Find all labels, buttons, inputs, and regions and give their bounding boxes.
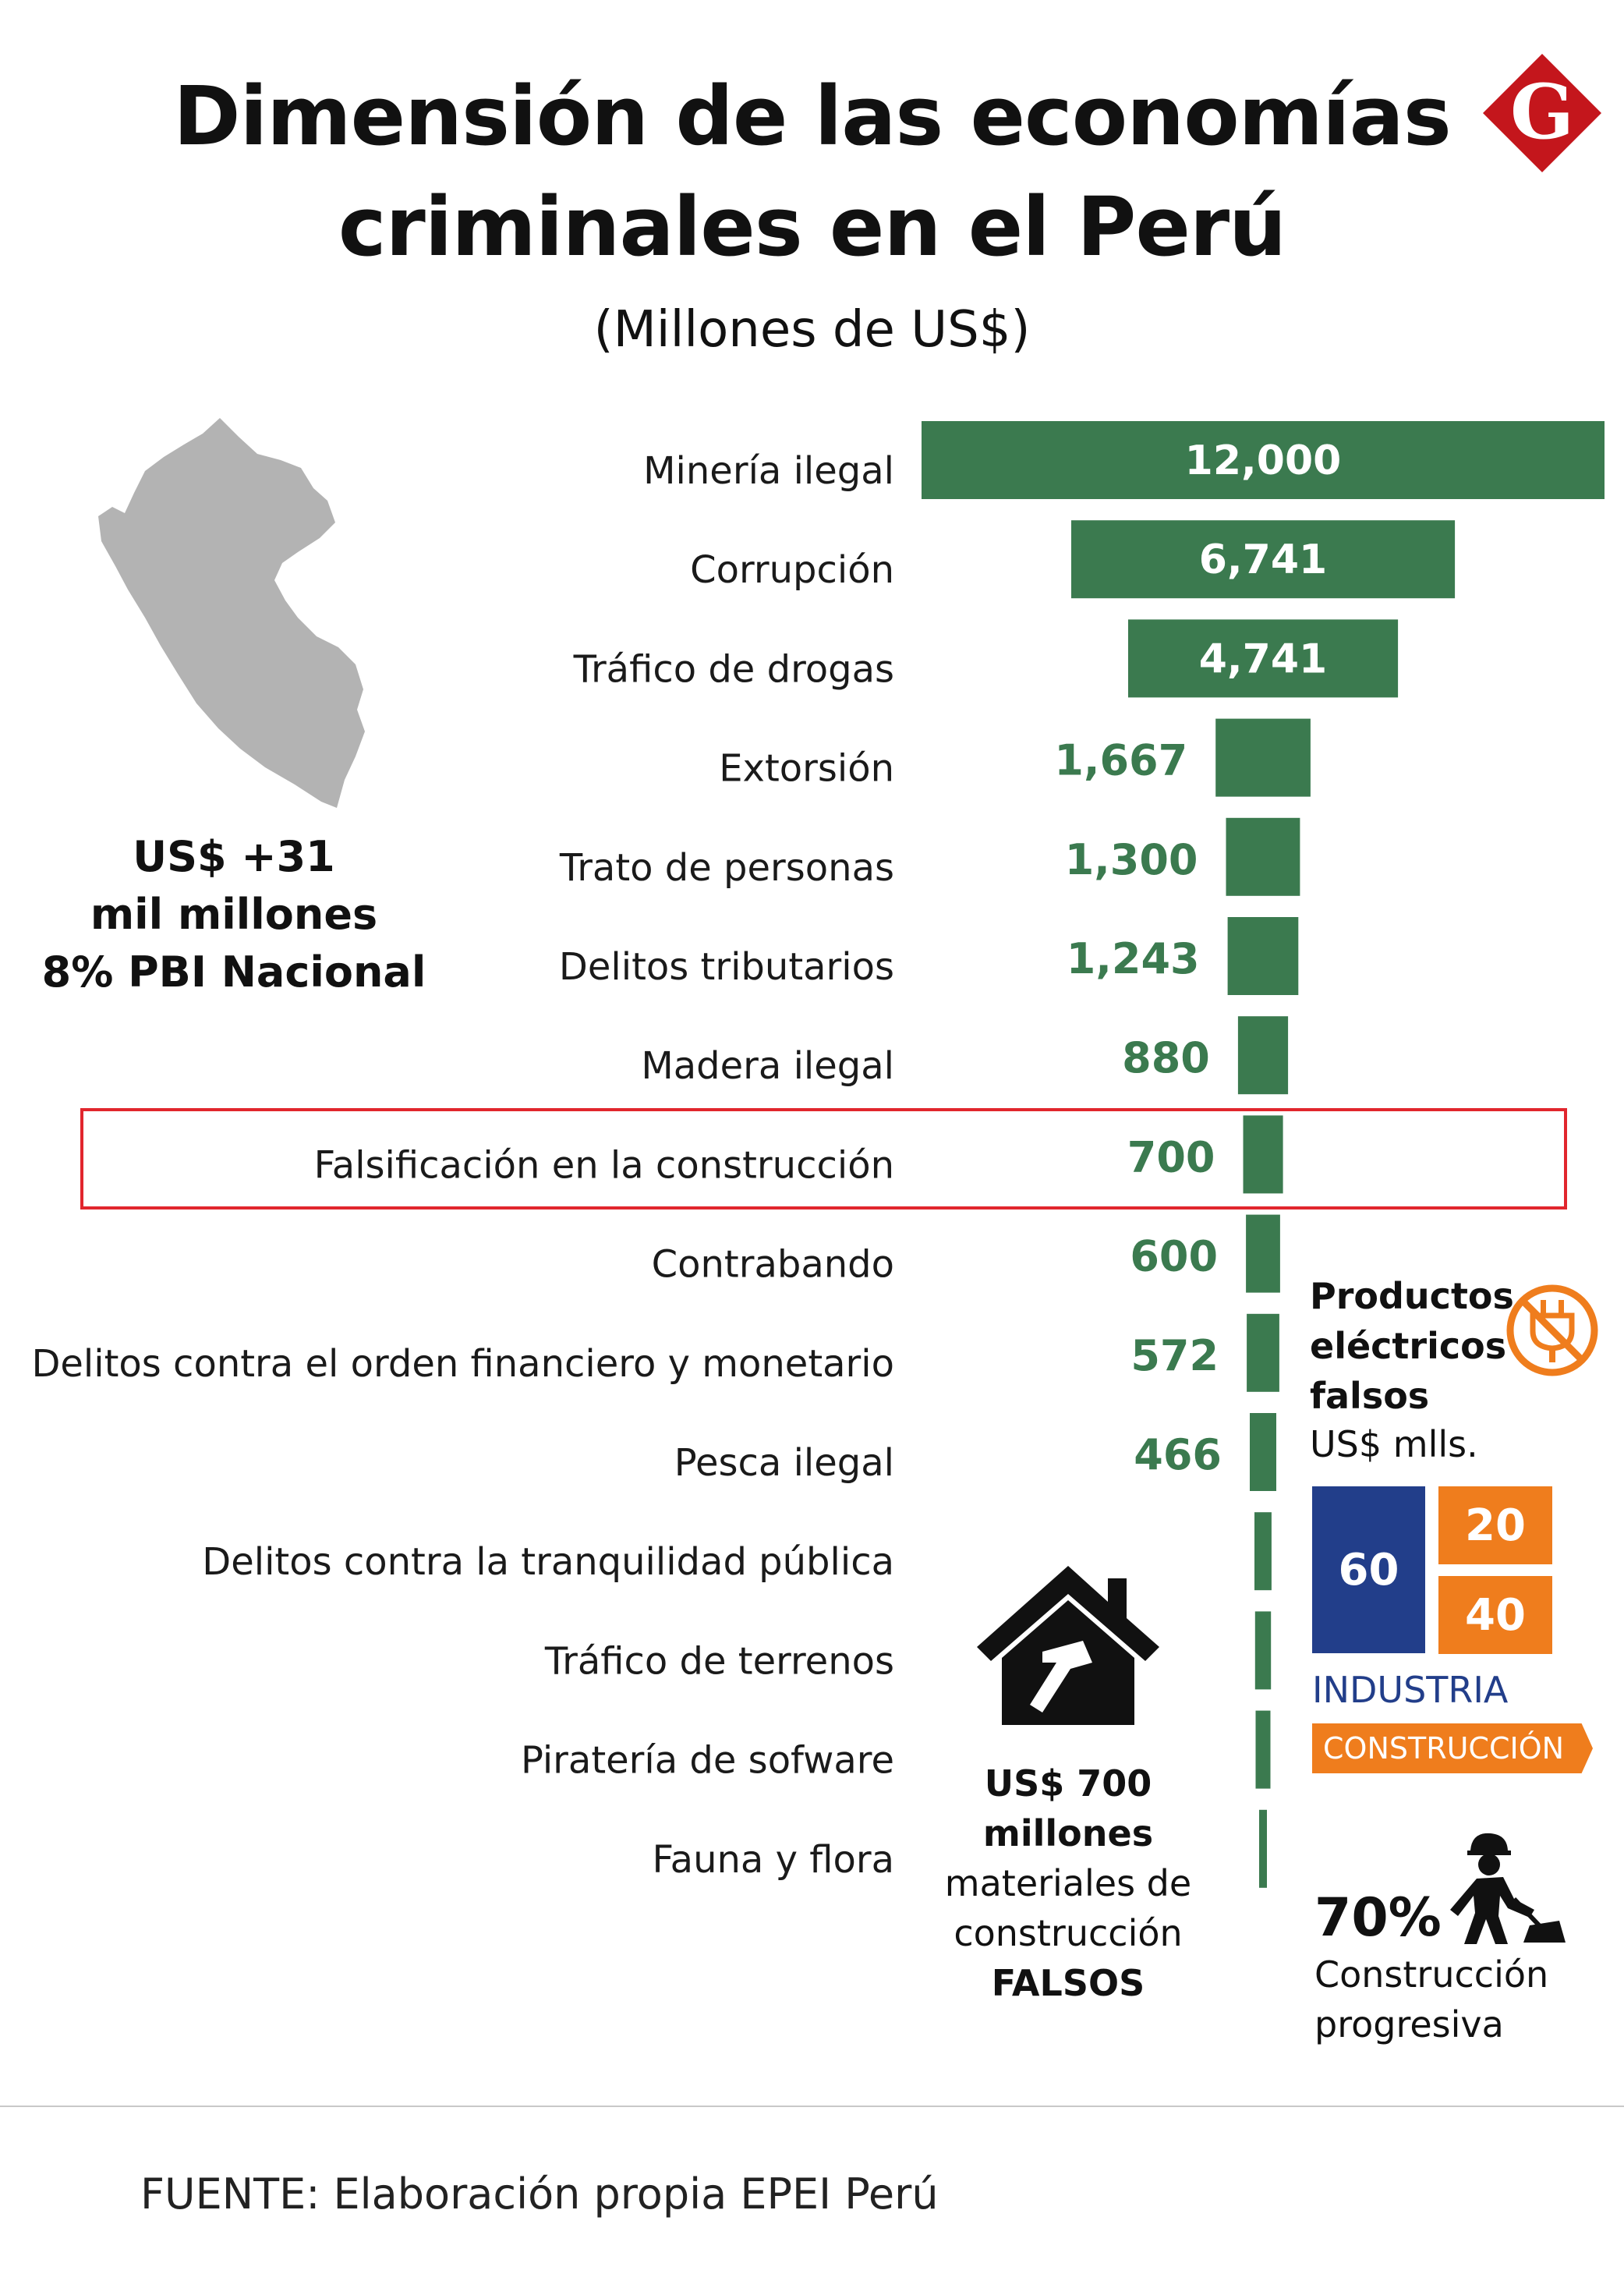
category-label: Piratería de sofware [521,1739,894,1783]
title-line-1: Dimensión de las economías [173,69,1452,164]
total-line-3: 8% PBI Nacional [41,947,426,997]
construccion-value-box-2: 40 [1438,1576,1552,1654]
house-hammer-icon [977,1566,1159,1725]
value-label: 6,741 [1199,537,1327,583]
progressive-line-1: Construcción [1314,1953,1549,1996]
value-label: 1,667 [1054,736,1187,785]
bar [1255,1710,1271,1789]
bar [1246,1214,1280,1293]
value-label: 4,741 [1199,636,1327,682]
chart-title: Dimensión de las economías criminales en… [0,61,1624,282]
source-note: FUENTE: Elaboración propia EPEI Perú [140,2169,939,2219]
electrical-title-line-3: falsos [1310,1375,1430,1417]
bar [1227,917,1299,995]
construction-note: US$ 700 millones materiales de construcc… [920,1759,1216,2008]
value-label: 1,300 [1065,835,1198,884]
legend-construccion: CONSTRUCCIÓN [1312,1723,1593,1773]
bar [1254,1611,1272,1690]
electrical-unit: US$ mlls. [1310,1423,1478,1465]
chart-subtitle: (Millones de US$) [593,301,1031,359]
progressive-text: Construcción progresiva [1314,1950,1548,2049]
no-plug-icon [1506,1284,1598,1376]
category-label: Tráfico de terrenos [544,1639,894,1683]
bar [1071,520,1456,599]
total-line-1: US$ +31 [133,832,335,881]
note-line-4: construcción [954,1912,1183,1954]
bar [922,421,1605,499]
value-label: 600 [1130,1232,1218,1281]
value-label: 1,243 [1067,934,1200,983]
gestion-logo-icon: G [1483,54,1601,172]
logo-letter: G [1510,68,1574,156]
category-label: Delitos contra la tranquilidad pública [202,1540,894,1584]
value-label: 572 [1130,1331,1219,1380]
value-label: 700 [1127,1132,1215,1181]
note-line-5: FALSOS [991,1962,1145,2004]
note-line-1: US$ 700 [984,1762,1152,1805]
legend-industria: INDUSTRIA [1312,1669,1509,1711]
construccion-value-box-1: 20 [1438,1486,1552,1564]
value-label: 12,000 [1185,437,1342,484]
category-label: Tráfico de drogas [573,647,894,691]
electrical-title: Productos eléctricos falsos [1310,1271,1514,1421]
category-label: Pesca ilegal [674,1441,894,1485]
total-summary: US$ +31 mil millones 8% PBI Nacional [31,828,437,1001]
peru-map-icon [98,418,365,808]
bar [1259,1809,1267,1888]
footer-divider [0,2106,1624,2107]
category-label: Trato de personas [559,846,894,890]
total-line-2: mil millones [90,890,378,939]
category-label: Corrupción [690,548,894,592]
category-label: Delitos tributarios [559,945,894,989]
note-line-2: millones [982,1812,1154,1854]
construction-worker-icon [1450,1833,1566,1944]
category-label: Minería ilegal [643,449,894,493]
bar [1254,1512,1272,1591]
bar [1226,817,1300,896]
electrical-title-line-1: Productos [1310,1275,1514,1317]
bar [1250,1413,1276,1491]
progressive-percent: 70% [1314,1887,1442,1949]
bar [1215,718,1311,797]
bar [1243,1115,1283,1194]
value-label: 880 [1122,1033,1210,1082]
note-line-3: materiales de [944,1862,1192,1904]
category-label: Extorsión [719,747,894,791]
category-label: Contrabando [652,1243,894,1287]
bar [1237,1016,1289,1095]
electrical-products-panel: Productos eléctricos falsos US$ mlls. [1310,1271,1614,1468]
bar [1247,1313,1279,1392]
category-label: Madera ilegal [641,1044,894,1088]
category-label: Delitos contra el orden financiero y mon… [31,1342,894,1386]
progressive-line-2: progresiva [1314,2003,1504,2045]
highlight-box [80,1108,1567,1210]
electrical-title-line-2: eléctricos [1310,1325,1507,1367]
category-label: Fauna y flora [652,1838,894,1882]
bar [1128,619,1399,698]
value-label: 466 [1134,1430,1222,1479]
title-line-2: criminales en el Perú [338,179,1286,274]
category-label: Falsificación en la construcción [314,1143,894,1187]
industria-value-box: 60 [1312,1486,1425,1653]
